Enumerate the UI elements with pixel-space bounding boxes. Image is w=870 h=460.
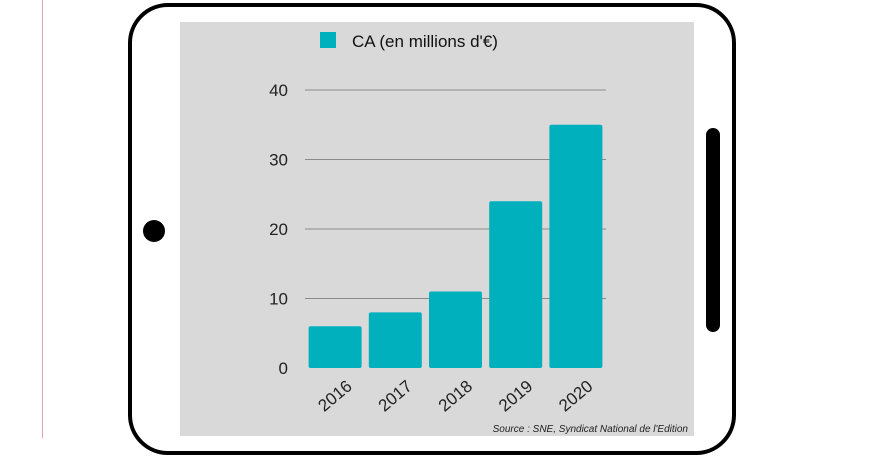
- x-tick-label: 2020: [555, 377, 596, 416]
- y-tick-label: 20: [269, 220, 288, 239]
- bar-2016: [308, 326, 362, 368]
- page-margin-line: [42, 0, 43, 438]
- tablet-camera: [143, 220, 165, 242]
- x-tick-label: 2016: [314, 377, 355, 416]
- tablet-side-button: [706, 128, 720, 332]
- bar-2018: [429, 291, 482, 368]
- chart-screen: 0 10 20 30 40 2016 2017 2018 2019 2020 CA (en mi…: [180, 22, 694, 436]
- legend-label: CA (en millions d'€): [352, 32, 498, 51]
- x-tick-label: 2018: [435, 377, 476, 416]
- bar-2019: [489, 201, 543, 368]
- y-tick-label: 10: [269, 290, 288, 309]
- bar-2017: [368, 312, 422, 368]
- x-tick-label: 2019: [495, 377, 536, 416]
- source-note: Source : SNE, Syndicat National de l'Edi…: [492, 424, 688, 435]
- y-tick-label: 30: [269, 151, 288, 170]
- y-tick-label: 40: [269, 81, 288, 100]
- x-tick-label: 2017: [375, 377, 416, 416]
- bar-chart: 0 10 20 30 40 2016 2017 2018 2019 2020 CA (en mi…: [269, 32, 606, 416]
- y-tick-label: 0: [279, 359, 288, 378]
- bar-2020: [549, 124, 603, 368]
- legend-swatch: [320, 32, 336, 48]
